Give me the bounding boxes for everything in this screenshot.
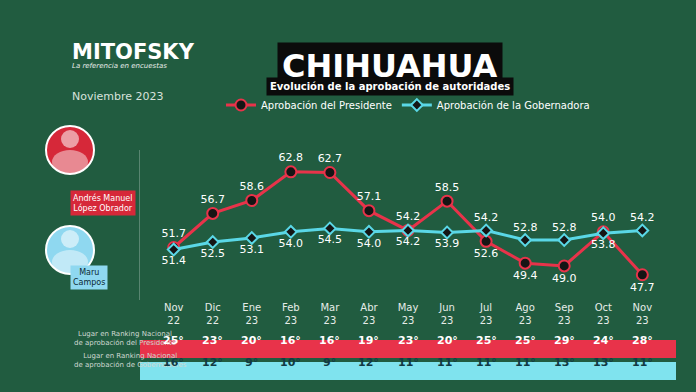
svg-text:Lugar en Ranking Nacionalde ap: Lugar en Ranking Nacionalde aprobación d… [74, 330, 176, 347]
svg-text:11°: 11° [476, 356, 497, 369]
svg-text:24°: 24° [593, 334, 614, 347]
svg-text:52.8: 52.8 [513, 221, 538, 234]
svg-text:28°: 28° [632, 334, 653, 347]
svg-text:9°: 9° [245, 356, 258, 369]
svg-text:Ago23: Ago23 [516, 302, 535, 326]
svg-text:19°: 19° [358, 334, 379, 347]
svg-text:62.7: 62.7 [318, 152, 343, 165]
svg-text:25°: 25° [163, 334, 184, 347]
svg-text:54.2: 54.2 [396, 210, 421, 223]
svg-text:Oct23: Oct23 [595, 302, 612, 326]
svg-text:Abr23: Abr23 [360, 302, 378, 326]
svg-text:12°: 12° [358, 356, 379, 369]
svg-text:La referencia en encuestas: La referencia en encuestas [72, 62, 167, 70]
svg-text:53.8: 53.8 [591, 238, 616, 251]
svg-text:12°: 12° [202, 356, 223, 369]
svg-text:Aprobación de la Gobernadora: Aprobación de la Gobernadora [437, 100, 590, 111]
svg-text:Dic22: Dic22 [205, 302, 221, 326]
svg-text:11°: 11° [398, 356, 419, 369]
svg-text:62.8: 62.8 [279, 151, 304, 164]
svg-text:11°: 11° [632, 356, 653, 369]
svg-text:52.5: 52.5 [200, 247, 225, 260]
svg-text:Ene23: Ene23 [242, 302, 261, 326]
svg-text:Noviembre 2023: Noviembre 2023 [72, 90, 164, 103]
svg-text:52.6: 52.6 [474, 247, 499, 260]
svg-text:54.2: 54.2 [474, 211, 499, 224]
svg-text:Nov23: Nov23 [633, 302, 653, 326]
svg-text:16°: 16° [319, 334, 340, 347]
svg-text:May23: May23 [398, 302, 419, 326]
svg-text:13°: 13° [593, 356, 614, 369]
svg-text:Feb23: Feb23 [282, 302, 300, 326]
svg-text:47.7: 47.7 [630, 281, 655, 294]
svg-text:16°: 16° [280, 334, 301, 347]
svg-text:54.2: 54.2 [396, 235, 421, 248]
svg-text:52.8: 52.8 [552, 221, 577, 234]
svg-text:54.0: 54.0 [279, 237, 304, 250]
svg-text:Sep23: Sep23 [555, 302, 574, 326]
svg-text:Lugar en Ranking Nacionalde ap: Lugar en Ranking Nacionalde aprobación d… [74, 352, 187, 369]
svg-text:20°: 20° [437, 334, 458, 347]
svg-text:CHIHUAHUA: CHIHUAHUA [282, 47, 498, 85]
svg-text:54.0: 54.0 [591, 211, 616, 224]
svg-text:56.7: 56.7 [200, 193, 225, 206]
svg-text:11°: 11° [437, 356, 458, 369]
svg-text:54.0: 54.0 [357, 237, 382, 250]
svg-text:Evolución de la aprobación de: Evolución de la aprobación de autoridade… [270, 81, 510, 92]
svg-text:49.4: 49.4 [513, 269, 538, 282]
svg-text:53.1: 53.1 [240, 243, 265, 256]
svg-text:54.5: 54.5 [318, 233, 343, 246]
svg-text:MaruCampos: MaruCampos [73, 268, 105, 287]
svg-text:10°: 10° [280, 356, 301, 369]
svg-text:Mar23: Mar23 [320, 302, 340, 326]
svg-text:54.2: 54.2 [630, 211, 655, 224]
svg-text:13°: 13° [554, 356, 575, 369]
svg-text:53.9: 53.9 [435, 237, 460, 250]
svg-text:25°: 25° [515, 334, 536, 347]
svg-text:20°: 20° [241, 334, 262, 347]
svg-text:11°: 11° [515, 356, 536, 369]
svg-text:49.0: 49.0 [552, 272, 577, 285]
svg-text:29°: 29° [554, 334, 575, 347]
svg-text:51.7: 51.7 [161, 227, 186, 240]
svg-text:58.6: 58.6 [240, 180, 265, 193]
svg-text:57.1: 57.1 [357, 190, 382, 203]
svg-text:9°: 9° [323, 356, 336, 369]
svg-text:Jul23: Jul23 [479, 302, 492, 326]
svg-text:58.5: 58.5 [435, 181, 460, 194]
svg-text:Nov22: Nov22 [164, 302, 184, 326]
svg-text:51.4: 51.4 [161, 254, 186, 267]
svg-text:25°: 25° [476, 334, 497, 347]
svg-text:Jun23: Jun23 [438, 302, 455, 326]
svg-text:Aprobación del Presidente: Aprobación del Presidente [261, 100, 392, 111]
svg-text:23°: 23° [202, 334, 223, 347]
svg-text:23°: 23° [398, 334, 419, 347]
svg-text:16°: 16° [163, 356, 184, 369]
svg-text:MITOFSKY: MITOFSKY [72, 40, 195, 64]
svg-text:Andrés ManuelLópez Obrador: Andrés ManuelLópez Obrador [73, 193, 133, 213]
